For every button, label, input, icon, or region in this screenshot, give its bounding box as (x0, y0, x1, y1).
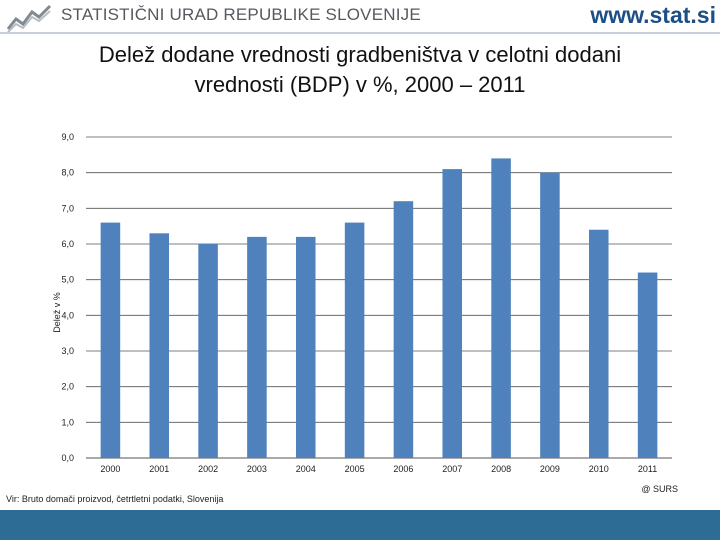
x-tick-label: 2002 (198, 464, 218, 474)
bar-chart: 0,01,02,03,04,05,06,07,08,09,0 2000 2001 2… (52, 132, 672, 474)
gridlines (86, 136, 672, 459)
y-tick-label: 2,0 (61, 382, 74, 392)
x-tick-labels: 2000 2001 2002 2003 2004 2005 2006 2007 2008 2009… (100, 464, 657, 474)
x-tick-label: 2008 (491, 464, 511, 474)
surs-logo-icon (6, 4, 52, 33)
bar (442, 169, 463, 458)
footer-band (0, 510, 720, 540)
x-tick-label: 2000 (100, 464, 120, 474)
y-tick-label: 0,0 (61, 453, 74, 463)
x-tick-label: 2003 (247, 464, 267, 474)
x-tick-label: 2010 (589, 464, 609, 474)
website-link[interactable]: www.stat.si (590, 2, 716, 28)
bars (100, 158, 658, 458)
header-divider (0, 32, 720, 34)
y-tick-labels: 0,0 1,0 2,0 3,0 4,0 5,0 6,0 7,0 8,0 9,0 (61, 132, 74, 463)
y-tick-label: 9,0 (61, 132, 74, 142)
chart-title-line-1: Delež dodane vrednosti gradbeništva v ce… (98, 42, 622, 67)
y-tick-label: 3,0 (61, 346, 74, 356)
y-tick-label: 6,0 (61, 239, 74, 249)
bar (198, 244, 218, 458)
copyright-note: @ SURS (641, 484, 678, 494)
bar (100, 222, 121, 458)
x-tick-label: 2001 (149, 464, 169, 474)
chart-title: Delež dodane vrednosti gradbeništva v ce… (30, 40, 690, 100)
bar (295, 236, 316, 458)
x-tick-label: 2009 (540, 464, 560, 474)
y-tick-label: 5,0 (61, 275, 74, 285)
y-axis-label: Delež v % (52, 292, 62, 333)
bar (540, 172, 560, 458)
chart-title-line-2: vrednosti (BDP) v %, 2000 – 2011 (194, 72, 526, 97)
source-note: Vir: Bruto domači proizvod, četrtletni p… (6, 494, 224, 504)
bar (637, 272, 658, 458)
y-tick-label: 7,0 (61, 203, 74, 213)
bar (491, 158, 511, 458)
y-tick-label: 4,0 (61, 310, 74, 320)
bar (588, 229, 609, 458)
x-tick-label: 2004 (296, 464, 316, 474)
header: STATISTIČNI URAD REPUBLIKE SLOVENIJE www… (0, 0, 720, 36)
x-tick-label: 2011 (638, 464, 657, 474)
y-tick-label: 1,0 (61, 417, 74, 427)
x-tick-label: 2006 (393, 464, 413, 474)
bar (247, 236, 267, 458)
bar (393, 201, 414, 458)
bar (344, 222, 365, 458)
x-tick-label: 2007 (442, 464, 462, 474)
y-tick-label: 8,0 (61, 168, 74, 178)
organization-name: STATISTIČNI URAD REPUBLIKE SLOVENIJE (61, 5, 421, 24)
x-tick-label: 2005 (345, 464, 365, 474)
bar (149, 233, 170, 458)
